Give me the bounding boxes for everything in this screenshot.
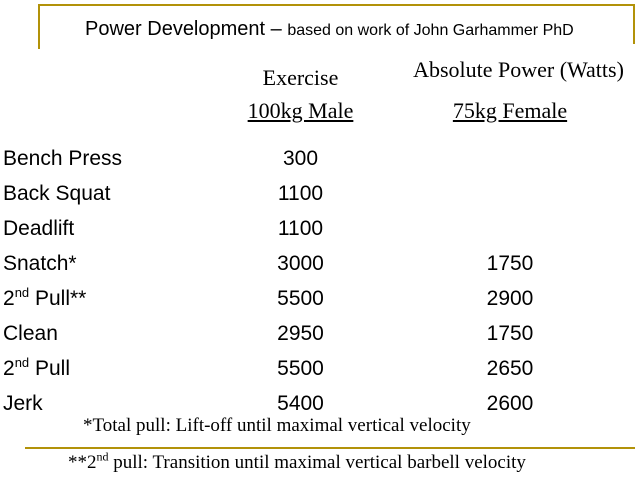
bottom-divider-line [25,447,635,449]
exercise-name-text: Bench Press [3,146,123,170]
footnote-2nd-pull: **2nd pull: Transition until maximal ver… [68,449,526,474]
table-row-deadlift: Deadlift 1100 [0,211,637,246]
male-power-value: 2950 [277,321,324,345]
female-power-value: 1750 [486,251,534,275]
exercise-name: Jerk [0,392,224,416]
table-row-bench-press: Bench Press 300 [0,141,637,176]
table-row-clean: Clean 2950 1750 [0,316,637,351]
male-power-value: 5500 [277,356,324,380]
exercise-name-rest: Pull [29,356,71,380]
exercise-name-text: Deadlift [3,216,75,240]
exercise-name: Deadlift [0,217,224,241]
table-row-2nd-pull-clean: 2nd Pull 5500 2650 [0,351,637,386]
exercise-name-text: Back Squat [3,181,111,205]
male-power-value: 1100 [277,216,324,240]
exercise-name: Clean [0,322,224,346]
exercise-name: 2nd Pull** [0,284,224,311]
exercise-name-sup: nd [14,354,30,370]
exercise-name-text: 2 [3,286,15,310]
slide-title: Power Development – based on work of Joh… [85,17,574,43]
female-power-value: 2650 [486,356,534,380]
frame-left-tick [38,4,40,49]
column-header-75kg-female: 75kg Female [452,98,568,123]
male-power-value: 5400 [277,391,324,415]
male-power-value: 300 [282,146,319,170]
exercise-name: Back Squat [0,182,224,206]
exercise-name-text: 2 [3,356,15,380]
column-header-exercise: Exercise [262,65,339,90]
slide-title-main: Power Development – [85,18,282,40]
table-row-snatch: Snatch* 3000 1750 [0,246,637,281]
frame-top-line [38,4,635,6]
exercise-name-text: Snatch* [3,251,77,275]
exercise-name: Bench Press [0,147,224,171]
male-power-value: 5500 [277,286,324,310]
exercise-name-text: Clean [3,321,58,345]
footnote-total-pull: *Total pull: Lift-off until maximal vert… [83,415,471,436]
table-row-2nd-pull-snatch: 2nd Pull** 5500 2900 [0,281,637,316]
exercise-name: Snatch* [0,252,224,276]
column-header-100kg-male: 100kg Male [247,98,354,123]
male-power-value: 1100 [277,181,324,205]
male-power-value: 3000 [277,251,324,275]
slide-title-sub: based on work of John Garhammer PhD [287,22,574,39]
frame-right-tick [633,4,635,44]
table-row-back-squat: Back Squat 1100 [0,176,637,211]
exercise-name: 2nd Pull [0,354,224,381]
footnote-2nd-pull-post: pull: Transition until maximal vertical … [108,452,526,473]
female-power-value: 2900 [486,286,534,310]
female-power-value: 1750 [486,321,534,345]
exercise-table: Bench Press 300 Back Squat 1100 Deadlift… [0,141,637,421]
footnote-2nd-pull-pre: **2 [68,452,97,473]
exercise-name-text: Jerk [3,391,43,415]
column-header-absolute-power: Absolute Power (Watts) [413,57,624,82]
exercise-name-sup: nd [14,284,30,300]
female-power-value: 2600 [486,391,534,415]
table-row-jerk: Jerk 5400 2600 [0,386,637,421]
footnote-2nd-pull-sup: nd [96,449,109,464]
exercise-name-rest: Pull** [29,286,87,310]
